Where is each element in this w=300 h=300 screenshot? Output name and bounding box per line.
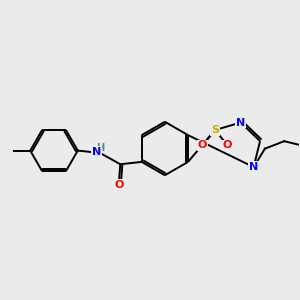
Text: N: N (92, 147, 101, 158)
Text: H: H (97, 142, 105, 153)
Text: O: O (223, 140, 232, 150)
Text: O: O (114, 180, 124, 190)
Text: O: O (198, 140, 207, 150)
Text: S: S (211, 125, 219, 135)
Text: N: N (236, 118, 245, 128)
Text: N: N (249, 162, 258, 172)
